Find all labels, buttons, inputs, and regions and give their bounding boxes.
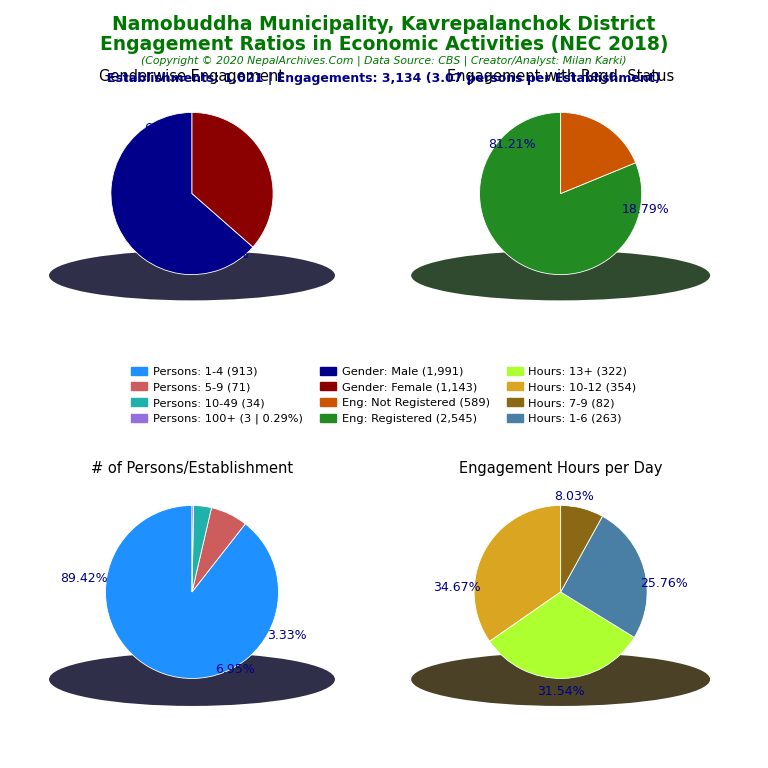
Title: Engagement with Regd. Status: Engagement with Regd. Status: [447, 69, 674, 84]
Text: 36.47%: 36.47%: [200, 248, 248, 261]
Text: Establishments: 1,021 | Engagements: 3,134 (3.07 persons per Establishment): Establishments: 1,021 | Engagements: 3,1…: [108, 72, 660, 85]
Text: Namobuddha Municipality, Kavrepalanchok District: Namobuddha Municipality, Kavrepalanchok …: [112, 15, 656, 35]
Text: 6.95%: 6.95%: [215, 664, 255, 677]
Ellipse shape: [49, 250, 335, 300]
Title: Genderwise Engagement: Genderwise Engagement: [100, 69, 284, 84]
Wedge shape: [192, 505, 211, 592]
Text: 3.33%: 3.33%: [267, 629, 307, 642]
Wedge shape: [105, 505, 279, 678]
Text: 18.79%: 18.79%: [622, 204, 670, 217]
Title: # of Persons/Establishment: # of Persons/Establishment: [91, 461, 293, 475]
Wedge shape: [561, 516, 647, 637]
Text: Engagement Ratios in Economic Activities (NEC 2018): Engagement Ratios in Economic Activities…: [100, 35, 668, 54]
Legend: Persons: 1-4 (913), Persons: 5-9 (71), Persons: 10-49 (34), Persons: 100+ (3 | 0: Persons: 1-4 (913), Persons: 5-9 (71), P…: [131, 367, 637, 424]
Title: Engagement Hours per Day: Engagement Hours per Day: [459, 461, 662, 475]
Text: (Copyright © 2020 NepalArchives.Com | Data Source: CBS | Creator/Analyst: Milan : (Copyright © 2020 NepalArchives.Com | Da…: [141, 55, 627, 66]
Wedge shape: [490, 592, 634, 678]
Text: 34.67%: 34.67%: [433, 581, 481, 594]
Wedge shape: [561, 505, 602, 592]
Ellipse shape: [411, 653, 710, 706]
Text: 25.76%: 25.76%: [641, 577, 688, 590]
Text: 8.03%: 8.03%: [554, 490, 594, 503]
Text: 89.42%: 89.42%: [60, 572, 108, 585]
Wedge shape: [474, 505, 561, 641]
Wedge shape: [192, 508, 245, 592]
Wedge shape: [192, 112, 273, 247]
Wedge shape: [111, 112, 253, 275]
Text: 81.21%: 81.21%: [488, 138, 536, 151]
Ellipse shape: [411, 250, 710, 300]
Wedge shape: [479, 112, 642, 275]
Wedge shape: [561, 112, 636, 194]
Text: 31.54%: 31.54%: [537, 685, 584, 698]
Ellipse shape: [49, 653, 335, 706]
Text: 63.53%: 63.53%: [144, 122, 191, 135]
Wedge shape: [192, 505, 194, 592]
